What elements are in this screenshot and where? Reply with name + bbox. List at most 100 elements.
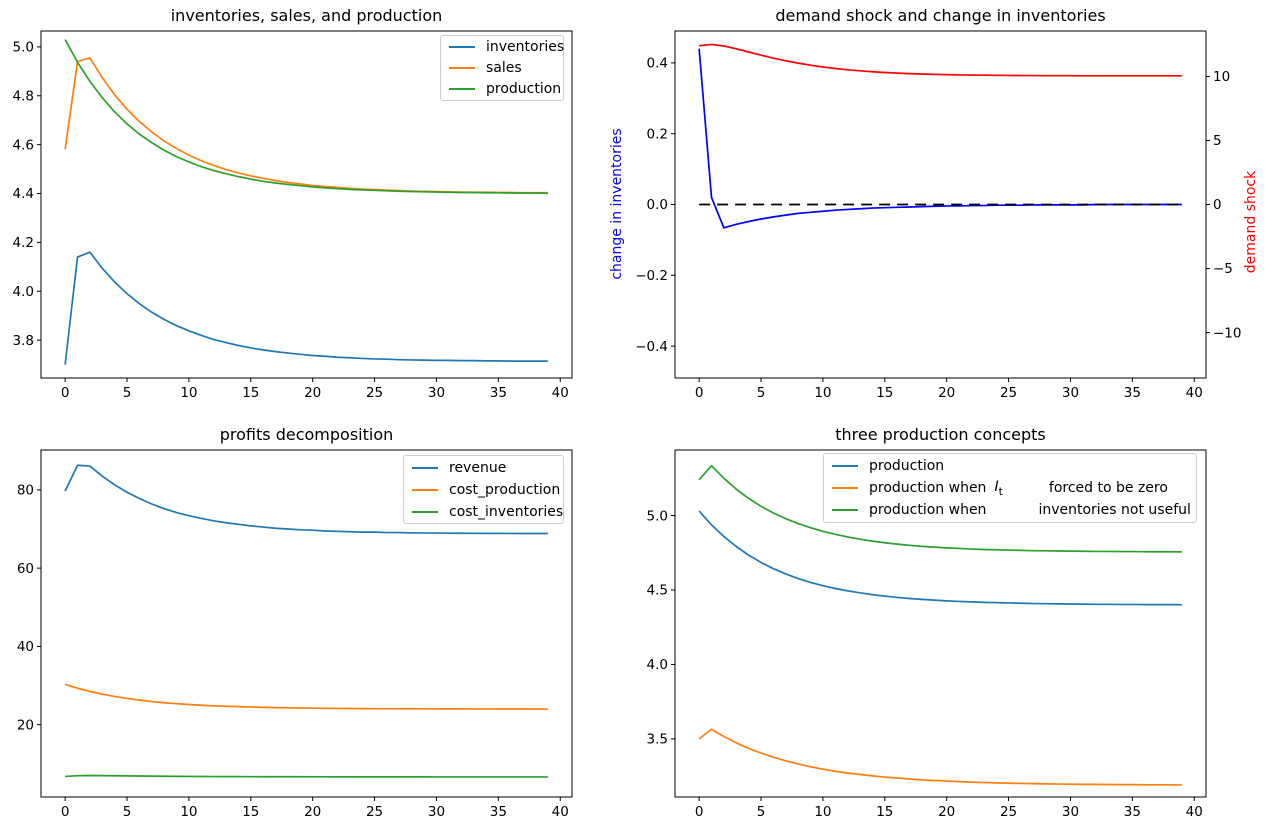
x-tick-label: 5 [123,804,132,820]
y-tick-label: 4.4 [13,186,34,202]
legend-item: production when inventories not useful [824,499,1196,521]
x-tick-label: 15 [876,385,893,401]
series-production [64,39,548,195]
x-tick-label: 25 [366,385,383,401]
sales-line-swatch [449,66,475,69]
plot2-title: demand shock and change in inventories [775,6,1106,25]
series-inventories [64,251,548,365]
x-tick-label: 20 [304,385,321,401]
production-line-swatch [832,465,858,467]
legend-item: sales [441,57,563,78]
y-tick-label: 20 [17,717,34,733]
y-tick-label: 4.2 [13,235,34,251]
math-symbol-It: It [994,478,1003,498]
x-tick-label: 5 [757,804,766,820]
legend-item: production [824,455,1196,477]
production-zero-inventories-line-swatch [832,487,858,489]
series-production-when-it-forced-to-be-zero [698,728,1182,786]
y-tick-label: −0.2 [635,268,668,284]
x-tick-label: 25 [1000,385,1017,401]
x-tick-label: 0 [695,385,704,401]
y-tick-label: 4.5 [647,583,668,599]
x-tick-label: 30 [1062,804,1079,820]
plot2-left-axis-label: change in inventories [609,128,625,280]
legend-label-pre: production when [869,502,987,518]
x-tick-label: 20 [938,385,955,401]
plot2-right-axis-label: demand shock [1243,170,1259,274]
y-tick-label: −0.4 [635,339,668,355]
series-demand-shock [699,43,1182,77]
y-tick-label: 0.4 [647,56,668,72]
inventories-line-swatch [449,45,475,48]
x-tick-label: 20 [938,804,955,820]
y-tick-label: 40 [17,639,34,655]
legend-label-pre: production when [869,480,987,496]
x-tick-label: 35 [490,804,507,820]
series-production [698,510,1182,606]
y-tick-label: 5.0 [647,508,668,524]
plot4-title: three production concepts [835,425,1046,444]
y-tick-label: 4.8 [13,88,34,104]
legend-label: sales [486,59,522,76]
x-tick-label: 10 [180,804,197,820]
plot4-legend: production production when It forced to … [823,453,1197,523]
x-tick-label: 0 [61,385,70,401]
revenue-line-swatch [412,466,438,469]
x-tick-label: 40 [1186,804,1203,820]
y-tick-label: 3.5 [647,732,668,748]
legend-label: cost_production [449,481,561,498]
cost-production-line-swatch [412,488,438,491]
x-tick-label: 30 [428,804,445,820]
x-tick-label: 5 [757,385,766,401]
legend-label-post: forced to be zero [1048,480,1168,496]
plot3-legend: revenue cost_production cost_inventories [403,455,564,524]
y-tick-label: 60 [17,561,34,577]
x-tick-label: 30 [1062,385,1079,401]
y-tick-label: 0.0 [647,197,668,213]
x-tick-label: 15 [876,804,893,820]
x-tick-label: 25 [1000,804,1017,820]
y-tick-label: 5.0 [13,40,34,56]
x-tick-label: 25 [366,804,383,820]
y-tick-label: 4.0 [647,657,668,673]
axes-frame [40,449,573,798]
legend-label: inventories [486,38,565,55]
legend-item: cost_inventories [404,501,563,523]
legend-item: cost_production [404,479,563,501]
x-tick-label: 10 [814,385,831,401]
y-tick-label: 3.8 [13,333,34,349]
x-tick-label: 35 [1124,385,1141,401]
right-y-tick-label: −5 [1213,261,1233,277]
legend-label-post: inventories not useful [1038,502,1191,518]
legend-label: production [486,81,562,98]
plot3-title: profits decomposition [219,425,394,444]
legend-label: production [869,458,945,474]
series-revenue [64,464,548,535]
x-tick-label: 10 [180,385,197,401]
x-tick-label: 30 [428,385,445,401]
production-line-swatch [449,88,475,91]
legend-item: revenue [404,457,563,479]
production-no-inventories-line-swatch [832,509,858,511]
cost-inventories-line-swatch [412,510,438,513]
x-tick-label: 40 [1186,385,1203,401]
x-tick-label: 35 [1124,804,1141,820]
legend-item: production when It forced to be zero [824,477,1196,499]
axes-frame [674,449,1207,798]
x-tick-label: 20 [304,804,321,820]
plot1-legend: inventories sales production [440,35,564,101]
right-y-tick-label: 5 [1213,133,1222,149]
x-tick-label: 40 [552,804,569,820]
plot1-title: inventories, sales, and production [170,6,443,25]
series-production-when-inventories-not-useful [698,464,1182,553]
right-y-tick-label: 0 [1213,197,1222,213]
right-y-tick-label: −10 [1213,325,1242,341]
y-tick-label: 4.0 [13,284,34,300]
legend-item: inventories [441,36,565,57]
x-tick-label: 35 [490,385,507,401]
legend-label: revenue [449,459,507,476]
x-tick-label: 15 [242,385,259,401]
x-tick-label: 15 [242,804,259,820]
